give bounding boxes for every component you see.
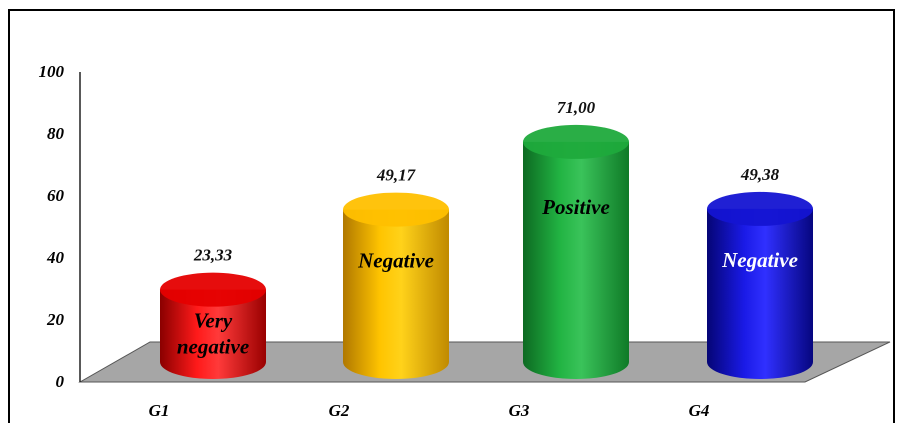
x-tick-label: G4 [689, 401, 710, 420]
x-tick-label: G1 [149, 401, 170, 420]
bar-inner-label: negative [177, 335, 249, 359]
bar-inner-label: Negative [721, 248, 798, 272]
bar-top [523, 124, 629, 159]
chart-floor [78, 341, 891, 383]
bar-body [343, 209, 449, 379]
y-tick-label: 20 [46, 310, 65, 329]
bar-top [160, 272, 266, 307]
bar-body [707, 208, 813, 379]
y-tick-label: 80 [47, 124, 65, 143]
value-label: 23,33 [193, 246, 233, 265]
value-label: 49,17 [376, 166, 417, 185]
y-tick-label: 100 [39, 62, 65, 81]
bar-top [343, 192, 449, 227]
bar-body [523, 141, 629, 379]
bar-body [160, 289, 266, 379]
bar-g2: 49,17 Negative [343, 166, 449, 379]
bar-g3: 71,00 Positive [523, 98, 629, 379]
x-tick-label: G3 [509, 401, 530, 420]
y-tick-label: 40 [46, 248, 65, 267]
bar-top [707, 191, 813, 226]
value-label: 49,38 [740, 165, 780, 184]
y-tick-label: 0 [56, 372, 65, 391]
value-label: 71,00 [557, 98, 596, 117]
bar-inner-label: Very [194, 309, 233, 333]
x-tick-label: G2 [329, 401, 350, 420]
y-tick-label: 60 [47, 186, 65, 205]
bar-g4: 49,38 Negative [707, 165, 813, 379]
bar-inner-label: Positive [541, 195, 610, 219]
bar-inner-label: Negative [357, 249, 434, 273]
